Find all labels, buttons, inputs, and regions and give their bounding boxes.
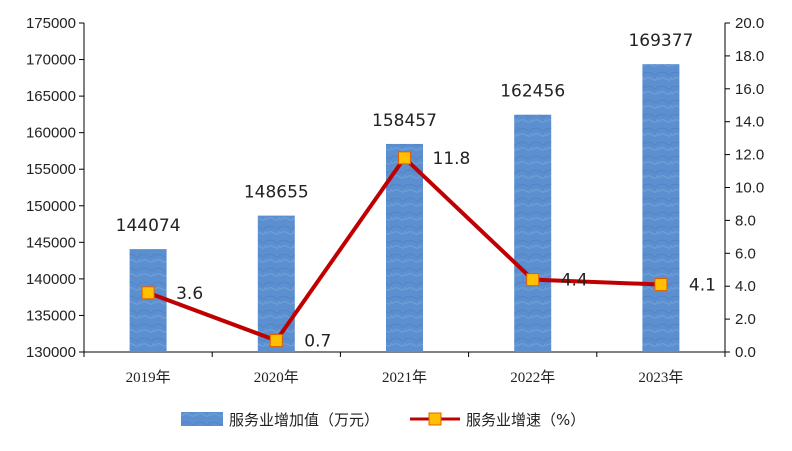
right-tick-label: 20.0 bbox=[735, 15, 764, 32]
bar-value-label: 162456 bbox=[500, 82, 565, 102]
right-tick-label: 4.0 bbox=[735, 278, 756, 295]
line-value-label: 0.7 bbox=[304, 331, 331, 351]
line-series bbox=[141, 151, 668, 347]
line-value-label: 11.8 bbox=[433, 149, 471, 169]
line-marker bbox=[269, 333, 283, 347]
right-tick-label: 14.0 bbox=[735, 114, 764, 131]
x-tick-label: 2023年 bbox=[638, 369, 683, 386]
left-tick-label: 165000 bbox=[26, 88, 76, 105]
right-tick-label: 2.0 bbox=[735, 311, 756, 328]
left-tick-label: 135000 bbox=[26, 307, 76, 324]
line-marker bbox=[141, 286, 155, 300]
line-marker bbox=[654, 278, 668, 292]
right-tick-label: 12.0 bbox=[735, 147, 764, 164]
left-tick-label: 130000 bbox=[26, 344, 76, 361]
left-tick-label: 140000 bbox=[26, 271, 76, 288]
left-tick-label: 150000 bbox=[26, 198, 76, 215]
x-tick-label: 2021年 bbox=[382, 369, 427, 386]
line-value-label: 4.1 bbox=[689, 276, 716, 296]
bar bbox=[642, 64, 680, 352]
line-marker bbox=[398, 151, 411, 165]
x-tick-label: 2020年 bbox=[254, 369, 299, 386]
left-tick-label: 155000 bbox=[26, 161, 76, 178]
right-tick-label: 8.0 bbox=[735, 212, 756, 229]
line-value-label: 4.4 bbox=[561, 271, 588, 291]
right-tick-label: 10.0 bbox=[735, 180, 764, 197]
bar-value-label: 144074 bbox=[116, 216, 181, 236]
right-tick-label: 16.0 bbox=[735, 81, 764, 98]
line-value-label: 3.6 bbox=[176, 284, 203, 304]
bar bbox=[129, 249, 167, 352]
legend-bar-swatch bbox=[181, 412, 223, 426]
left-tick-label: 145000 bbox=[26, 234, 76, 251]
legend-bar-label: 服务业增加值（万元） bbox=[229, 411, 379, 429]
bar-value-label: 169377 bbox=[628, 31, 693, 51]
left-tick-label: 170000 bbox=[26, 52, 76, 69]
bar bbox=[257, 215, 295, 352]
legend-line-marker bbox=[428, 412, 442, 426]
right-tick-label: 18.0 bbox=[735, 48, 764, 65]
legend: 服务业增加值（万元） 服务业增速（%） bbox=[181, 411, 585, 429]
x-tick-label: 2019年 bbox=[126, 369, 171, 386]
data-labels: 144074 148655 158457 162456 169377 3.6 0.7 11.8… bbox=[116, 31, 716, 351]
line-marker bbox=[526, 273, 540, 287]
axes: 130000 135000 140000 145000 150000 155000 1600… bbox=[26, 15, 764, 386]
left-tick-label: 160000 bbox=[26, 125, 76, 142]
bar bbox=[514, 114, 552, 353]
bar-value-label: 148655 bbox=[244, 183, 309, 203]
right-tick-label: 0.0 bbox=[735, 344, 756, 361]
legend-line-label: 服务业增速（%） bbox=[466, 411, 585, 429]
right-tick-label: 6.0 bbox=[735, 245, 756, 262]
x-tick-label: 2022年 bbox=[510, 369, 555, 386]
bar-value-label: 158457 bbox=[372, 111, 437, 131]
bar-series bbox=[129, 64, 680, 353]
left-tick-label: 175000 bbox=[26, 15, 76, 32]
